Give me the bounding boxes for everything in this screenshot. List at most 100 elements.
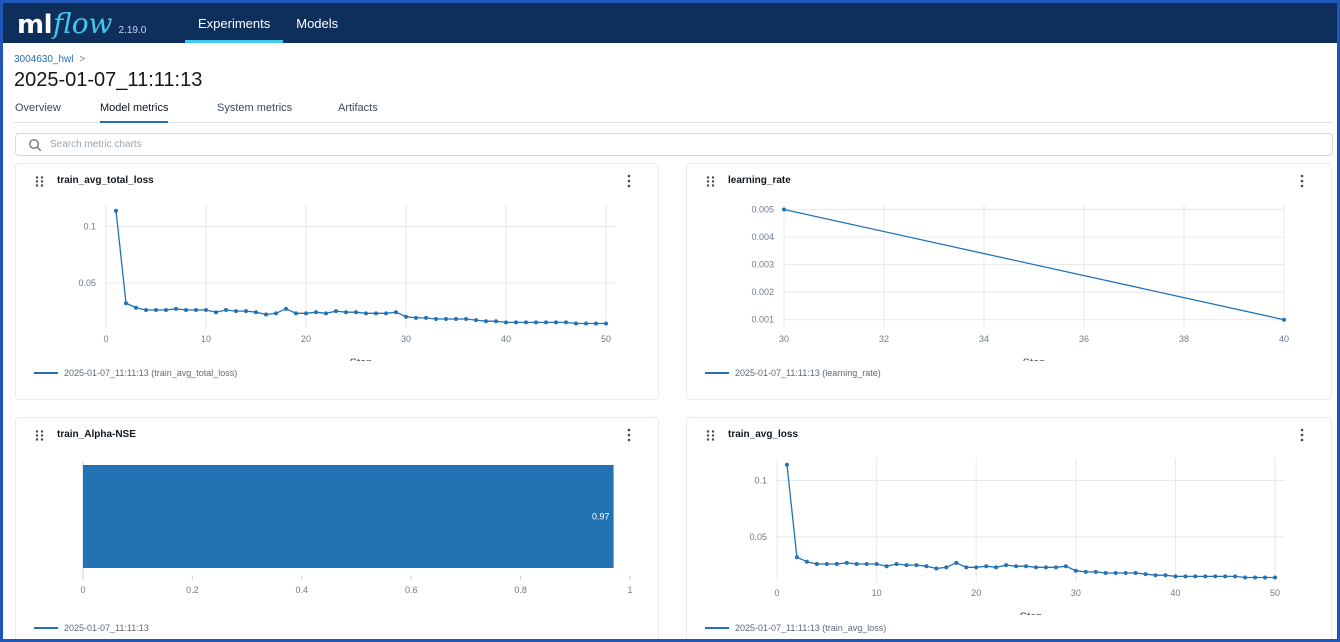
x-tick-label: 0 xyxy=(774,588,779,598)
x-tick-label: 10 xyxy=(201,334,211,344)
breadcrumb-experiment-link[interactable]: 3004630_hwl xyxy=(14,54,74,65)
data-point xyxy=(1153,573,1158,578)
data-point xyxy=(134,305,138,310)
y-tick-label: 0.002 xyxy=(751,287,774,297)
x-tick-label: 40 xyxy=(501,334,511,344)
data-point xyxy=(1133,570,1138,575)
x-axis-label: Step xyxy=(350,357,373,361)
chart-card-header: train_Alpha-NSE xyxy=(16,418,658,450)
data-point xyxy=(794,555,799,560)
data-point xyxy=(1033,565,1038,570)
data-point xyxy=(884,564,889,569)
data-point xyxy=(574,321,578,326)
x-tick-label: 30 xyxy=(779,334,789,344)
data-point xyxy=(1223,574,1228,579)
tab-artifacts[interactable]: Artifacts xyxy=(338,102,378,114)
data-point xyxy=(1263,575,1268,580)
y-tick-label: 0.1 xyxy=(83,222,96,232)
x-tick-label: 20 xyxy=(971,588,981,598)
data-point xyxy=(782,207,786,212)
data-point xyxy=(1053,565,1058,570)
data-point xyxy=(144,307,148,312)
data-point xyxy=(814,561,819,566)
drag-handle-icon[interactable] xyxy=(35,176,45,187)
data-point xyxy=(1273,575,1278,580)
x-tick-label: 34 xyxy=(979,334,989,344)
x-tick-label: 0.8 xyxy=(514,585,527,595)
data-point xyxy=(224,307,228,312)
data-point xyxy=(934,566,939,571)
data-point xyxy=(364,311,368,316)
data-point xyxy=(1203,574,1208,579)
data-point xyxy=(184,307,188,312)
data-point xyxy=(1183,574,1188,579)
nav-experiments[interactable]: Experiments xyxy=(185,3,284,43)
data-point xyxy=(804,559,809,564)
data-point xyxy=(334,309,338,314)
chart-card-learning-rate: learning_rate 30 32 34 36 38 40 0.001 0.002 0.00… xyxy=(686,163,1332,400)
chart-card-train-avg-total-loss: train_avg_total_loss 0 10 20 30 40 50 0.05 0.1 S… xyxy=(15,163,659,400)
legend-label: 2025-01-07_11:11:13 (train_avg_total_los… xyxy=(64,368,238,378)
kebab-menu-icon[interactable] xyxy=(1298,173,1306,189)
line-chart[interactable]: 0 10 20 30 40 50 0.05 0.1 Step xyxy=(16,196,660,361)
data-point xyxy=(234,309,238,314)
data-point xyxy=(484,319,488,324)
drag-handle-icon[interactable] xyxy=(35,430,45,441)
x-tick-label: 32 xyxy=(879,334,889,344)
legend-swatch xyxy=(705,627,729,629)
drag-handle-icon[interactable] xyxy=(706,430,716,441)
chart-legend[interactable]: 2025-01-07_11:11:13 (learning_rate) xyxy=(705,368,881,378)
chart-title: train_avg_total_loss xyxy=(57,175,154,186)
data-point xyxy=(1193,574,1198,579)
drag-handle-icon[interactable] xyxy=(706,176,716,187)
data-point xyxy=(904,563,909,568)
line-chart[interactable]: 0 10 20 30 40 50 0.05 0.1 Step xyxy=(687,450,1333,615)
kebab-menu-icon[interactable] xyxy=(625,173,633,189)
chart-card-header: train_avg_total_loss xyxy=(16,164,658,196)
data-point xyxy=(584,321,588,326)
data-point xyxy=(924,564,929,569)
nav-models[interactable]: Models xyxy=(296,16,339,31)
chart-legend[interactable]: 2025-01-07_11:11:13 (train_avg_loss) xyxy=(705,623,886,633)
data-point xyxy=(1282,317,1286,322)
bar-value-label: 0.97 xyxy=(592,512,610,522)
search-input[interactable] xyxy=(50,136,1320,153)
legend-label: 2025-01-07_11:11:13 (learning_rate) xyxy=(735,368,881,378)
breadcrumb: 3004630_hwl > xyxy=(14,54,85,65)
data-point xyxy=(1233,574,1238,579)
data-point xyxy=(1004,563,1009,568)
data-point xyxy=(1123,570,1128,575)
data-point xyxy=(164,307,168,312)
y-tick-label: 0.004 xyxy=(751,232,774,242)
main-nav: Experiments Models xyxy=(185,3,351,43)
chart-legend[interactable]: 2025-01-07_11:11:13 (train_avg_total_los… xyxy=(34,368,237,378)
data-point xyxy=(1024,564,1029,569)
mlflow-logo[interactable]: ml flow 2.19.0 xyxy=(17,7,147,40)
chart-card-header: learning_rate xyxy=(687,164,1331,196)
x-tick-label: 0 xyxy=(103,334,108,344)
bar-chart[interactable]: 0 0.2 0.4 0.6 0.8 1 0.97 xyxy=(16,450,660,625)
data-point xyxy=(114,208,118,213)
data-point xyxy=(1063,564,1068,569)
kebab-menu-icon[interactable] xyxy=(1298,427,1306,443)
y-tick-label: 0.005 xyxy=(751,205,774,215)
data-point xyxy=(1043,565,1048,570)
tab-model-metrics[interactable]: Model metrics xyxy=(100,102,169,123)
data-point xyxy=(984,564,989,569)
tab-overview[interactable]: Overview xyxy=(15,102,61,114)
data-point xyxy=(494,319,498,324)
version-label: 2.19.0 xyxy=(118,25,147,36)
data-point xyxy=(454,316,458,321)
x-tick-label: 50 xyxy=(1270,588,1280,598)
data-point xyxy=(864,561,869,566)
data-point xyxy=(474,318,478,323)
legend-label: 2025-01-07_11:11:13 (train_avg_loss) xyxy=(735,623,887,633)
data-point xyxy=(254,310,258,315)
x-tick-label: 0 xyxy=(80,585,85,595)
data-point xyxy=(594,321,598,326)
line-chart[interactable]: 30 32 34 36 38 40 0.001 0.002 0.003 0.004 0.005 Ste… xyxy=(687,196,1333,361)
kebab-menu-icon[interactable] xyxy=(625,427,633,443)
tab-system-metrics[interactable]: System metrics xyxy=(217,102,293,114)
data-point xyxy=(174,306,178,311)
chart-legend[interactable]: 2025-01-07_11:11:13 xyxy=(34,623,149,633)
